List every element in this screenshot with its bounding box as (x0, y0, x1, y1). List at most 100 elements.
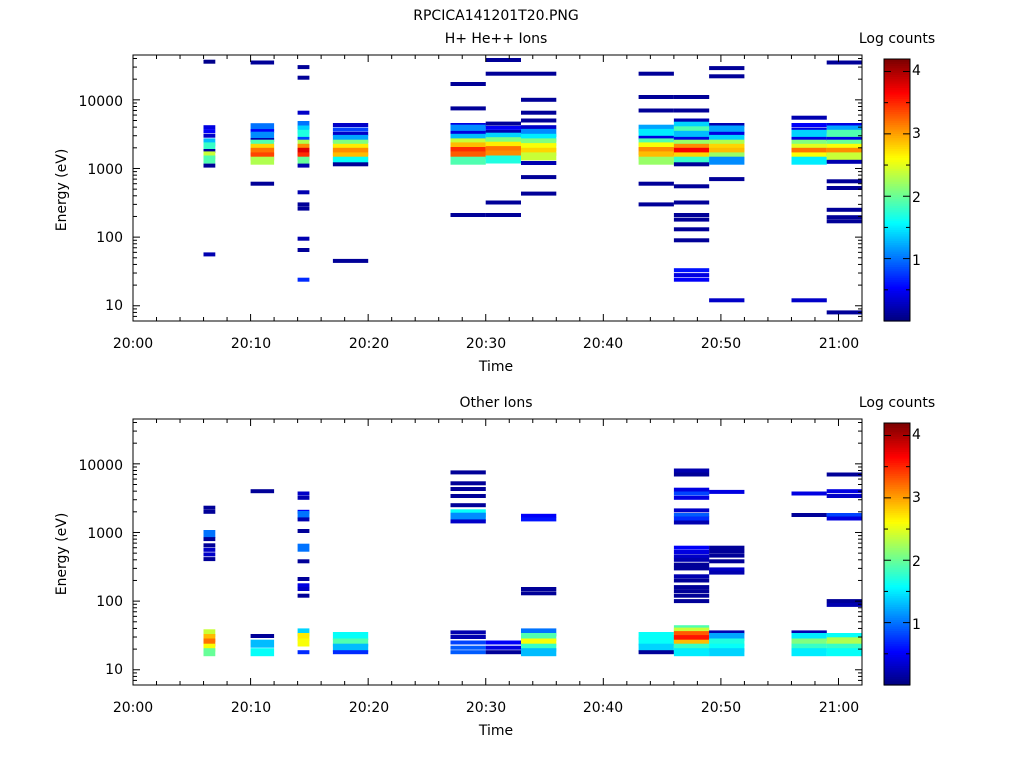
x-tick-label: 20:30 (466, 336, 506, 352)
colorbar-swatch (884, 593, 910, 597)
colorbar-swatch (884, 299, 910, 302)
colorbar-swatch (884, 98, 910, 102)
heatmap-cell (450, 503, 486, 508)
heatmap-cell (297, 650, 310, 655)
heatmap-cell (709, 156, 745, 165)
colorbar-swatch (884, 233, 910, 237)
colorbar-swatch (884, 453, 910, 457)
heatmap-cell (638, 151, 674, 160)
colorbar-swatch (884, 203, 910, 206)
heatmap-cell (297, 583, 310, 588)
colorbar-swatch (884, 610, 910, 614)
heatmap-cell (203, 133, 216, 138)
heatmap-cell (485, 71, 521, 76)
colorbar-swatch (884, 464, 910, 468)
heatmap-cell (673, 147, 710, 156)
colorbar-swatch (884, 120, 910, 123)
colorbar: 1 2 3 4 (883, 422, 921, 686)
colorbar-swatch (884, 540, 910, 544)
heatmap-cell (332, 123, 369, 127)
heatmap-cell (203, 530, 216, 538)
colorbar-swatch (884, 246, 910, 250)
heatmap-cell (826, 139, 862, 148)
heatmap-cell (521, 191, 557, 196)
heatmap-cell (450, 124, 486, 133)
heatmap-cell (250, 156, 275, 165)
x-tick-label: 20:00 (113, 700, 153, 716)
colorbar-swatch (884, 87, 910, 91)
heatmap-cell (332, 162, 369, 167)
heatmap-cell (791, 123, 827, 127)
colorbar-swatch (884, 270, 910, 274)
heatmap-cell (673, 578, 710, 583)
colorbar-swatch (884, 141, 910, 145)
heatmap-cell (521, 161, 557, 165)
heatmap-cell (673, 139, 710, 148)
heatmap-cell (791, 491, 827, 496)
figure-title: RPCICA141201T20.PNG (413, 8, 578, 24)
heatmap-cell (826, 494, 862, 498)
heatmap-cell (521, 633, 557, 641)
colorbar-swatch (884, 497, 910, 501)
heatmap-cell (332, 127, 369, 132)
heatmap-cell (450, 156, 486, 165)
heatmap-cell (521, 110, 557, 115)
heatmap-cell (203, 638, 216, 647)
heatmap-cell (826, 125, 862, 134)
heatmap-cell (203, 543, 216, 548)
heatmap-cell (450, 519, 486, 524)
colorbar-swatch (884, 519, 910, 522)
colorbar-label: Log counts (859, 395, 935, 411)
heatmap-cell (450, 645, 486, 650)
colorbar-swatch (884, 429, 910, 433)
colorbar-swatch (884, 471, 910, 474)
heatmap-cell (709, 147, 745, 156)
colorbar-swatch (884, 176, 910, 180)
colorbar-swatch (884, 242, 910, 246)
heatmap-cell (709, 177, 745, 182)
heatmap-cell (791, 136, 827, 141)
heatmap-cell (791, 127, 827, 132)
heatmap-cell (673, 472, 710, 477)
colorbar-swatch (884, 310, 910, 313)
colorbar-swatch (884, 612, 910, 616)
heatmap-cell (203, 505, 216, 510)
colorbar-swatch (884, 455, 910, 459)
colorbar-swatch (884, 248, 910, 252)
colorbar-swatch (884, 567, 910, 570)
heatmap-cell (297, 139, 310, 148)
heatmap-cell (485, 146, 521, 155)
colorbar-swatch (884, 220, 910, 224)
heatmap-cell (521, 591, 557, 596)
plot-frame (132, 54, 863, 322)
colorbar-swatch (884, 296, 910, 300)
plot-frame (132, 418, 863, 686)
y-tick-label: 1000 (87, 526, 123, 542)
colorbar-swatch (884, 460, 910, 463)
colorbar-tick-label: 2 (912, 190, 921, 206)
heatmap-cell (709, 630, 745, 635)
colorbar-border (883, 58, 911, 322)
colorbar-swatch (884, 582, 910, 586)
colorbar-swatch (884, 305, 910, 309)
heatmap-cell (638, 202, 674, 207)
colorbar-tick-label: 4 (912, 427, 921, 443)
heatmap-cell (250, 639, 275, 648)
heatmap-cell (638, 128, 674, 137)
colorbar-swatch (884, 251, 910, 254)
plot-border (132, 418, 863, 686)
colorbar-swatch (884, 312, 910, 316)
colorbar-swatch (884, 224, 910, 228)
heatmap-cell (826, 516, 862, 521)
heatmap-cell (203, 629, 216, 638)
colorbar-swatch (884, 468, 910, 472)
x-tick-label: 20:20 (349, 700, 389, 716)
colorbar-swatch (884, 431, 910, 435)
heatmap-cell (485, 132, 521, 141)
heatmap-cell (297, 633, 310, 641)
colorbar-swatch (884, 207, 910, 211)
heatmap-cell (297, 495, 310, 500)
heatmap-cell (297, 129, 310, 138)
colorbar-swatch (884, 163, 910, 167)
heatmap-cell (450, 82, 486, 86)
